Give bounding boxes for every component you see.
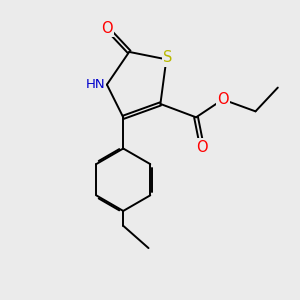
Text: HN: HN xyxy=(86,78,105,91)
Text: O: O xyxy=(101,21,113,36)
Text: O: O xyxy=(217,92,229,107)
Text: S: S xyxy=(163,50,172,65)
Text: O: O xyxy=(196,140,208,154)
